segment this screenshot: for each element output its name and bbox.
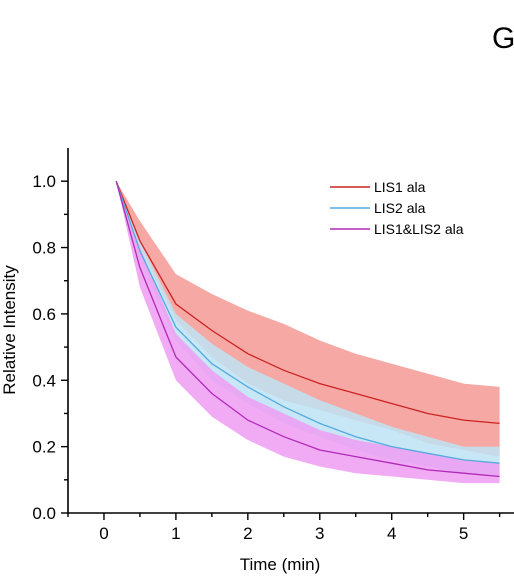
y-tick-label: 1.0 <box>32 172 56 191</box>
series-lines <box>115 180 500 478</box>
x-tick-label: 4 <box>387 524 396 543</box>
legend-label-lis1-lis2-ala: LIS1&LIS2 ala <box>374 221 464 237</box>
y-ticks: 0.0 0.2 0.4 0.6 0.8 1.0 <box>32 172 68 523</box>
x-tick-label: 5 <box>459 524 468 543</box>
y-tick-label: 0.4 <box>32 371 56 390</box>
band-lis1-ala <box>116 181 500 457</box>
y-tick-label: 0.0 <box>32 504 56 523</box>
legend: LIS1 ala LIS2 ala LIS1&LIS2 ala <box>330 179 464 237</box>
y-tick-label: 0.8 <box>32 239 56 258</box>
x-axis-title: Time (min) <box>240 555 321 574</box>
legend-label-lis1-ala: LIS1 ala <box>374 179 426 195</box>
y-tick-label: 0.2 <box>32 438 56 457</box>
band-lis1-lis2-ala <box>116 181 500 484</box>
legend-label-lis2-ala: LIS2 ala <box>374 200 426 216</box>
line-lis1-ala <box>115 180 500 425</box>
axes <box>67 148 514 514</box>
y-tick-label: 0.6 <box>32 305 56 324</box>
x-tick-label: 2 <box>243 524 252 543</box>
x-tick-label: 0 <box>99 524 108 543</box>
x-ticks: 0 1 2 3 4 5 <box>67 513 501 543</box>
panel-label: G <box>492 22 514 55</box>
x-tick-label: 1 <box>171 524 180 543</box>
x-tick-label: 3 <box>315 524 324 543</box>
y-axis-title: Relative Intensity <box>0 265 19 395</box>
line-lis2-ala <box>115 180 500 464</box>
line-lis1-lis2-ala <box>115 181 500 478</box>
